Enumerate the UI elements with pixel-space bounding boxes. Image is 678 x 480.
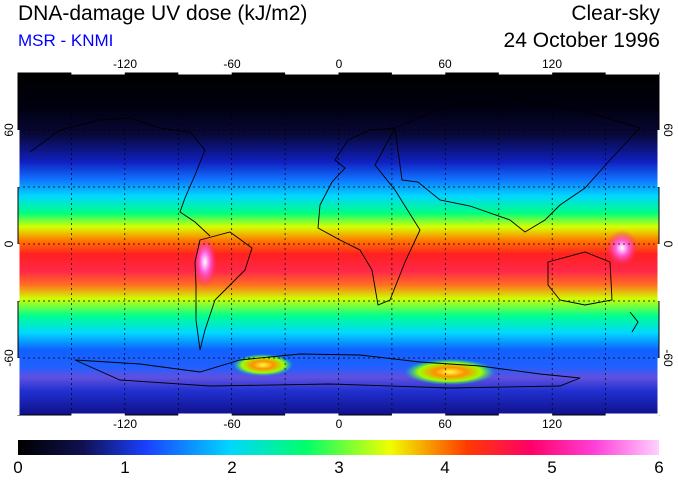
- lat-tick-right: 0: [661, 241, 675, 248]
- lon-tick-bottom: -120: [113, 417, 137, 431]
- lat-ticks-right: 60 0 -60: [661, 123, 675, 367]
- lon-tick-top: 120: [542, 57, 562, 71]
- graticule: [18, 73, 659, 415]
- lon-ticks-top: -120 -60 0 60 120: [113, 57, 562, 71]
- lon-ticks-bottom: -120 -60 0 60 120: [113, 417, 562, 431]
- lon-tick-bottom: 0: [336, 417, 343, 431]
- map-frame: [16, 71, 661, 417]
- lat-tick-right: 60: [661, 123, 675, 137]
- colorbar-tick: 5: [547, 458, 557, 477]
- coastlines: [29, 99, 641, 389]
- lon-tick-bottom: -60: [223, 417, 241, 431]
- andes-maximum: [193, 236, 217, 288]
- lon-tick-top: -60: [223, 57, 241, 71]
- colorbar-tick: 3: [334, 458, 344, 477]
- colorbar-tick: 1: [120, 458, 130, 477]
- lon-tick-top: -120: [113, 57, 137, 71]
- antarctic-maximum-east: [405, 359, 495, 385]
- lon-tick-bottom: 60: [438, 417, 452, 431]
- map-title: DNA-damage UV dose (kJ/m2): [18, 2, 308, 25]
- lat-ticks-left: 60 0 -60: [2, 123, 16, 367]
- colorbar: [18, 440, 659, 455]
- lat-tick-left: 60: [2, 123, 16, 137]
- lat-tick-left: 0: [2, 240, 16, 247]
- lon-tick-top: 0: [336, 57, 343, 71]
- sky-condition-label: Clear-sky: [571, 2, 660, 25]
- lon-tick-bottom: 120: [542, 417, 562, 431]
- date-label: 24 October 1996: [503, 29, 660, 52]
- colorbar-tick: 6: [654, 458, 664, 477]
- lon-tick-top: 60: [438, 57, 452, 71]
- colorbar-tick: 4: [440, 458, 450, 477]
- lat-tick-left: -60: [2, 349, 16, 367]
- colorbar-tick: 0: [13, 458, 23, 477]
- source-label: MSR - KNMI: [18, 31, 114, 50]
- pacific-maximum: [606, 230, 638, 266]
- lat-tick-right: -60: [661, 349, 675, 367]
- colorbar-tick: 2: [227, 458, 237, 477]
